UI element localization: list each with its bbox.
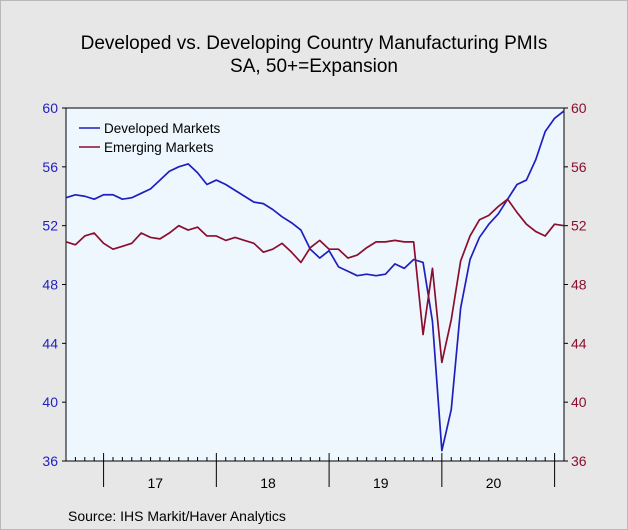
left-tick-label: 36 xyxy=(42,453,58,469)
year-label: 17 xyxy=(147,475,163,491)
chart-title: Developed vs. Developing Country Manufac… xyxy=(80,33,548,54)
right-tick-label: 40 xyxy=(571,394,587,410)
right-tick-label: 52 xyxy=(571,218,587,234)
year-label: 19 xyxy=(373,475,389,491)
right-tick-label: 56 xyxy=(571,159,587,175)
x-axis: 17 18 19 20 xyxy=(65,453,565,491)
chart-subtitle: SA, 50+=Expansion xyxy=(230,56,398,77)
developed-markets-line xyxy=(65,110,565,452)
year-label: 20 xyxy=(486,475,502,491)
series-lines xyxy=(65,110,565,452)
legend-label-developed: Developed Markets xyxy=(104,121,221,136)
emerging-markets-line xyxy=(65,198,565,364)
left-axis: 60 56 52 48 44 40 36 xyxy=(42,100,66,469)
right-axis: 60 56 52 48 44 40 36 xyxy=(564,100,587,469)
left-tick-label: 52 xyxy=(42,218,58,234)
legend: Developed Markets Emerging Markets xyxy=(79,121,221,155)
left-tick-label: 60 xyxy=(42,100,58,116)
left-tick-label: 48 xyxy=(42,277,58,293)
left-tick-label: 44 xyxy=(42,335,58,351)
left-tick-label: 40 xyxy=(42,394,58,410)
right-tick-label: 44 xyxy=(571,335,587,351)
legend-label-emerging: Emerging Markets xyxy=(104,140,214,155)
right-tick-label: 60 xyxy=(571,100,587,116)
left-tick-label: 56 xyxy=(42,159,58,175)
year-label: 18 xyxy=(260,475,276,491)
source-note: Source: IHS Markit/Haver Analytics xyxy=(68,508,286,524)
plot-area xyxy=(65,107,565,462)
right-tick-label: 36 xyxy=(571,453,587,469)
right-tick-label: 48 xyxy=(571,277,587,293)
